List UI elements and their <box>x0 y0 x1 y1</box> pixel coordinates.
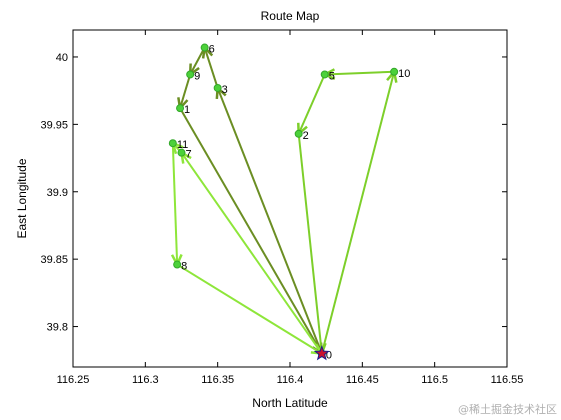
point-label: 6 <box>209 44 215 56</box>
route-point <box>176 104 185 113</box>
route-segment <box>189 47 206 75</box>
y-axis-label: East Longitude <box>15 158 29 238</box>
route-segment <box>171 143 179 265</box>
x-tick-label: 116.5 <box>421 374 448 386</box>
point-label: 10 <box>398 68 410 80</box>
point-label: 0 <box>326 350 332 362</box>
route-segment <box>180 152 323 355</box>
x-tick-label: 116.55 <box>491 374 524 386</box>
x-tick-label: 116.4 <box>277 374 304 386</box>
x-tick-label: 116.45 <box>346 374 379 386</box>
point-label: 2 <box>303 130 309 142</box>
route-point <box>390 67 399 76</box>
y-tick-label: 39.8 <box>47 322 68 334</box>
point-label: 11 <box>177 139 188 151</box>
route-point <box>173 260 182 269</box>
route-segment <box>176 263 323 355</box>
chart-title: Route Map <box>261 9 320 23</box>
route-point <box>168 139 177 148</box>
x-tick-label: 116.35 <box>201 374 234 386</box>
route-segment <box>179 107 323 355</box>
route-point <box>177 148 186 157</box>
y-tick-label: 39.95 <box>40 119 68 131</box>
route-segment <box>320 71 396 354</box>
plot-frame <box>72 29 508 368</box>
route-point <box>200 43 209 52</box>
x-axis-label: North Latitude <box>252 396 328 410</box>
y-tick-label: 39.9 <box>47 187 68 199</box>
route-point <box>186 70 195 79</box>
point-label: 9 <box>194 70 200 82</box>
route-segment <box>216 87 323 354</box>
route-segment <box>297 74 326 135</box>
route-point <box>213 83 222 92</box>
point-label: 7 <box>186 149 192 161</box>
route-segment <box>179 74 192 109</box>
watermark: @稀土掘金技术社区 <box>458 403 557 416</box>
point-label: 5 <box>329 70 335 82</box>
route-segment <box>203 47 219 89</box>
x-tick-label: 116.25 <box>57 374 90 386</box>
route-segment <box>297 133 323 354</box>
y-tick-label: 40 <box>56 52 68 64</box>
point-label: 1 <box>184 104 190 116</box>
x-tick-label: 116.3 <box>132 374 159 386</box>
route-point <box>294 129 303 138</box>
point-label: 8 <box>181 261 187 273</box>
route-segment <box>324 70 395 76</box>
route-point <box>320 70 329 79</box>
y-tick-label: 39.85 <box>40 254 68 266</box>
point-label: 3 <box>222 84 228 96</box>
origin-star-marker <box>313 345 330 361</box>
